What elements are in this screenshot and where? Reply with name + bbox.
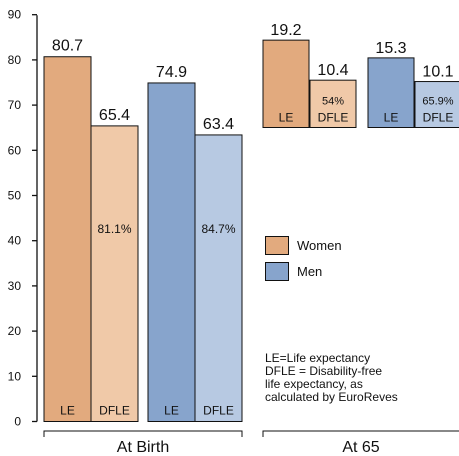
bar-kind-label: LE: [279, 111, 294, 125]
bar-kind-label: LE: [384, 111, 399, 125]
value-label: 10.4: [317, 62, 348, 79]
percent-label: 84.7%: [201, 222, 235, 236]
y-tick-label: 40: [8, 234, 22, 248]
group-bracket: [262, 430, 459, 437]
percent-label: 65.9%: [422, 96, 453, 108]
bar: [43, 56, 92, 423]
footnote-line: DFLE = Disability-free: [265, 364, 383, 378]
bar: [367, 57, 415, 128]
value-label: 15.3: [375, 40, 406, 57]
group-bracket: [43, 430, 243, 437]
legend-item-men: Men: [265, 262, 342, 281]
value-label: 74.9: [156, 64, 187, 81]
footnote: LE=Life expectancy DFLE = Disability-fre…: [265, 352, 455, 404]
y-tick-label: 80: [8, 53, 22, 67]
legend-swatch-women: [265, 236, 289, 255]
bar: [194, 134, 243, 422]
bar: [147, 82, 196, 423]
legend-label-women: Women: [297, 238, 342, 253]
footnote-line: LE=Life expectancy: [265, 351, 371, 365]
bar-kind-label: LE: [164, 404, 179, 418]
bar: [262, 39, 310, 128]
footnote-line: calculated by EuroReves: [265, 390, 398, 404]
y-tick-label: 10: [8, 369, 22, 383]
legend-swatch-men: [265, 262, 289, 281]
percent-label: 81.1%: [97, 222, 131, 236]
value-label: 65.4: [99, 107, 130, 124]
y-tick-label: 50: [8, 189, 22, 203]
bar-kind-label: DFLE: [318, 111, 349, 125]
bar-kind-label: DFLE: [99, 404, 130, 418]
footnote-line: life expectancy, as: [265, 377, 363, 391]
percent-label: 54%: [322, 96, 344, 108]
y-tick-label: 70: [8, 98, 22, 112]
bar-kind-label: LE: [60, 404, 75, 418]
y-tick-label: 90: [8, 8, 22, 22]
bar-kind-label: DFLE: [423, 111, 454, 125]
bar: [90, 125, 139, 422]
value-label: 80.7: [52, 38, 83, 55]
legend-item-women: Women: [265, 236, 342, 255]
value-label: 19.2: [270, 22, 301, 39]
value-label: 10.1: [422, 64, 453, 81]
legend-label-men: Men: [297, 264, 323, 279]
value-label: 63.4: [203, 116, 234, 133]
y-tick-label: 60: [8, 143, 22, 157]
y-tick-label: 20: [8, 324, 22, 338]
group-label: At 65: [342, 439, 379, 456]
bar-kind-label: DFLE: [203, 404, 234, 418]
y-tick-label: 30: [8, 279, 22, 293]
legend: Women Men: [265, 236, 342, 288]
group-label: At Birth: [117, 439, 169, 456]
y-tick-label: 0: [14, 415, 21, 429]
bar: [414, 81, 459, 128]
bar: [309, 79, 357, 128]
